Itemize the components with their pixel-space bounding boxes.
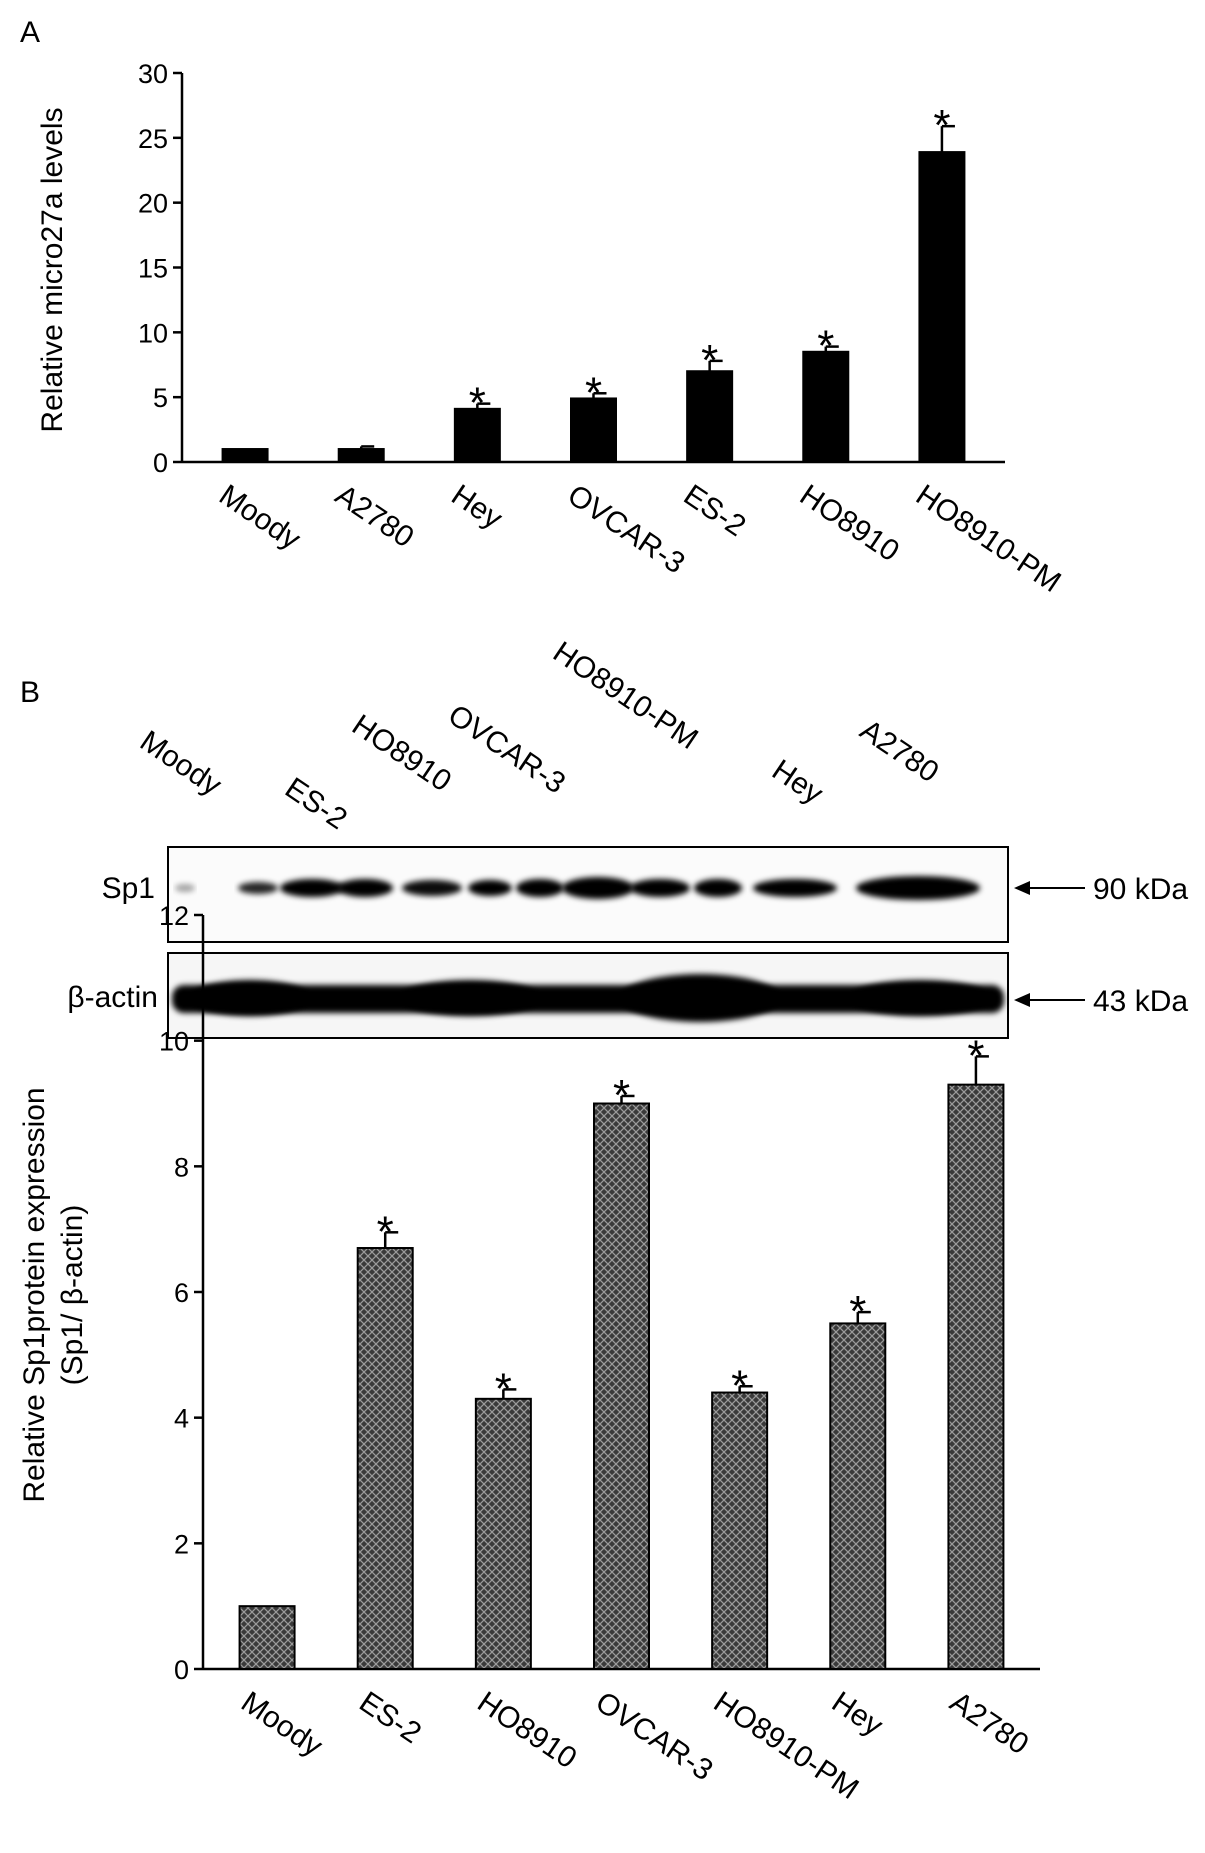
sp1-size-arrow <box>1014 881 1085 895</box>
sp1-band <box>337 879 393 897</box>
y-tick-label: 10 <box>138 318 168 348</box>
sp1-band <box>468 880 512 896</box>
y-tick-label: 30 <box>138 59 168 89</box>
actin-row-label: β-actin <box>67 981 158 1014</box>
category-label: Moody <box>213 478 306 556</box>
panel-a-letter: A <box>20 16 40 49</box>
category-label: Hey <box>445 478 508 535</box>
significance-marker: * <box>377 1207 394 1256</box>
y-tick-label: 8 <box>174 1152 189 1182</box>
significance-marker: * <box>585 368 602 417</box>
category-label: Hey <box>826 1685 889 1742</box>
category-label: HO8910 <box>471 1685 582 1775</box>
category-label: ES-2 <box>353 1685 427 1750</box>
bar <box>453 407 501 464</box>
actin-band-strip <box>172 985 1004 1013</box>
y-tick-label: 20 <box>138 189 168 219</box>
y-tick-label: 4 <box>174 1404 189 1434</box>
y-tick-label: 10 <box>159 1027 189 1057</box>
significance-marker: * <box>967 1031 984 1080</box>
panel-b-letter: B <box>20 676 40 709</box>
category-label: A2780 <box>944 1685 1034 1761</box>
bar <box>686 370 734 464</box>
actin-band <box>190 980 310 1016</box>
y-tick-label: 15 <box>138 254 168 284</box>
sp1-band <box>402 880 462 896</box>
sp1-size-label: 90 kDa <box>1093 873 1188 906</box>
bar <box>593 1102 650 1670</box>
actin-band <box>400 980 540 1016</box>
y-axis-label: Relative micro27a levels <box>36 107 69 432</box>
y-tick-label: 12 <box>159 901 189 931</box>
category-label: OVCAR-3 <box>562 478 691 580</box>
actin-band <box>620 974 780 1022</box>
blot-lane-label: HO8910 <box>346 708 457 798</box>
bar <box>829 1322 887 1670</box>
y-tick-label: 2 <box>174 1529 189 1559</box>
bar <box>802 350 850 463</box>
bar <box>337 448 385 463</box>
sp1-band <box>562 877 634 899</box>
sp1-band <box>280 879 344 897</box>
sp1-bands <box>175 876 980 900</box>
y-tick-label: 6 <box>174 1278 189 1308</box>
category-label: HO8910 <box>794 478 905 568</box>
significance-marker: * <box>701 336 718 385</box>
actin-size-arrow <box>1014 993 1085 1007</box>
y-tick-label: 25 <box>138 124 168 154</box>
sp1-band <box>753 879 837 897</box>
category-label: OVCAR-3 <box>590 1685 719 1787</box>
bar <box>711 1391 769 1670</box>
significance-marker: * <box>817 322 834 371</box>
blot-lane-label: Hey <box>766 753 829 810</box>
y-axis-label: (Sp1/ β-actin) <box>56 1205 89 1386</box>
y-tick-label: 0 <box>174 1655 189 1685</box>
category-label: ES-2 <box>678 478 752 543</box>
y-axis-label: Relative Sp1protein expression <box>18 1087 51 1502</box>
bar <box>356 1247 414 1671</box>
actin-size-label: 43 kDa <box>1093 985 1188 1018</box>
category-label: HO8910-PM <box>910 478 1067 599</box>
chart-a-micro27a: 0 5 10 15 20 25 30 Relative micro27a levels Mood… <box>36 59 1067 599</box>
bar <box>918 151 966 463</box>
category-label: Moody <box>235 1685 328 1763</box>
significance-marker: * <box>613 1071 630 1120</box>
sp1-band <box>175 884 195 892</box>
blot-lane-label: OVCAR-3 <box>442 698 571 800</box>
actin-band <box>850 980 990 1016</box>
sp1-band <box>238 882 278 894</box>
bar <box>474 1397 532 1670</box>
blot-lane-label: Moody <box>134 724 227 802</box>
category-label: A2780 <box>329 478 419 554</box>
y-tick-label: 5 <box>153 383 168 413</box>
y-tick-label: 0 <box>153 448 168 478</box>
sp1-band <box>694 879 742 897</box>
blot-lane-label: HO8910-PM <box>547 635 704 756</box>
significance-marker: * <box>731 1361 748 1410</box>
blot-lane-label: A2780 <box>854 713 944 789</box>
significance-marker: * <box>849 1287 866 1336</box>
sp1-row-label: Sp1 <box>102 872 155 905</box>
significance-marker: * <box>933 101 950 150</box>
significance-marker: * <box>469 379 486 428</box>
bar <box>221 448 269 463</box>
sp1-band <box>630 879 690 897</box>
blot-lane-label: ES-2 <box>279 771 353 836</box>
significance-marker: * <box>495 1364 512 1413</box>
bar <box>947 1083 1005 1670</box>
sp1-band <box>516 879 564 897</box>
bar <box>238 1605 296 1670</box>
actin-bands <box>172 974 1004 1022</box>
sp1-band <box>856 876 980 900</box>
